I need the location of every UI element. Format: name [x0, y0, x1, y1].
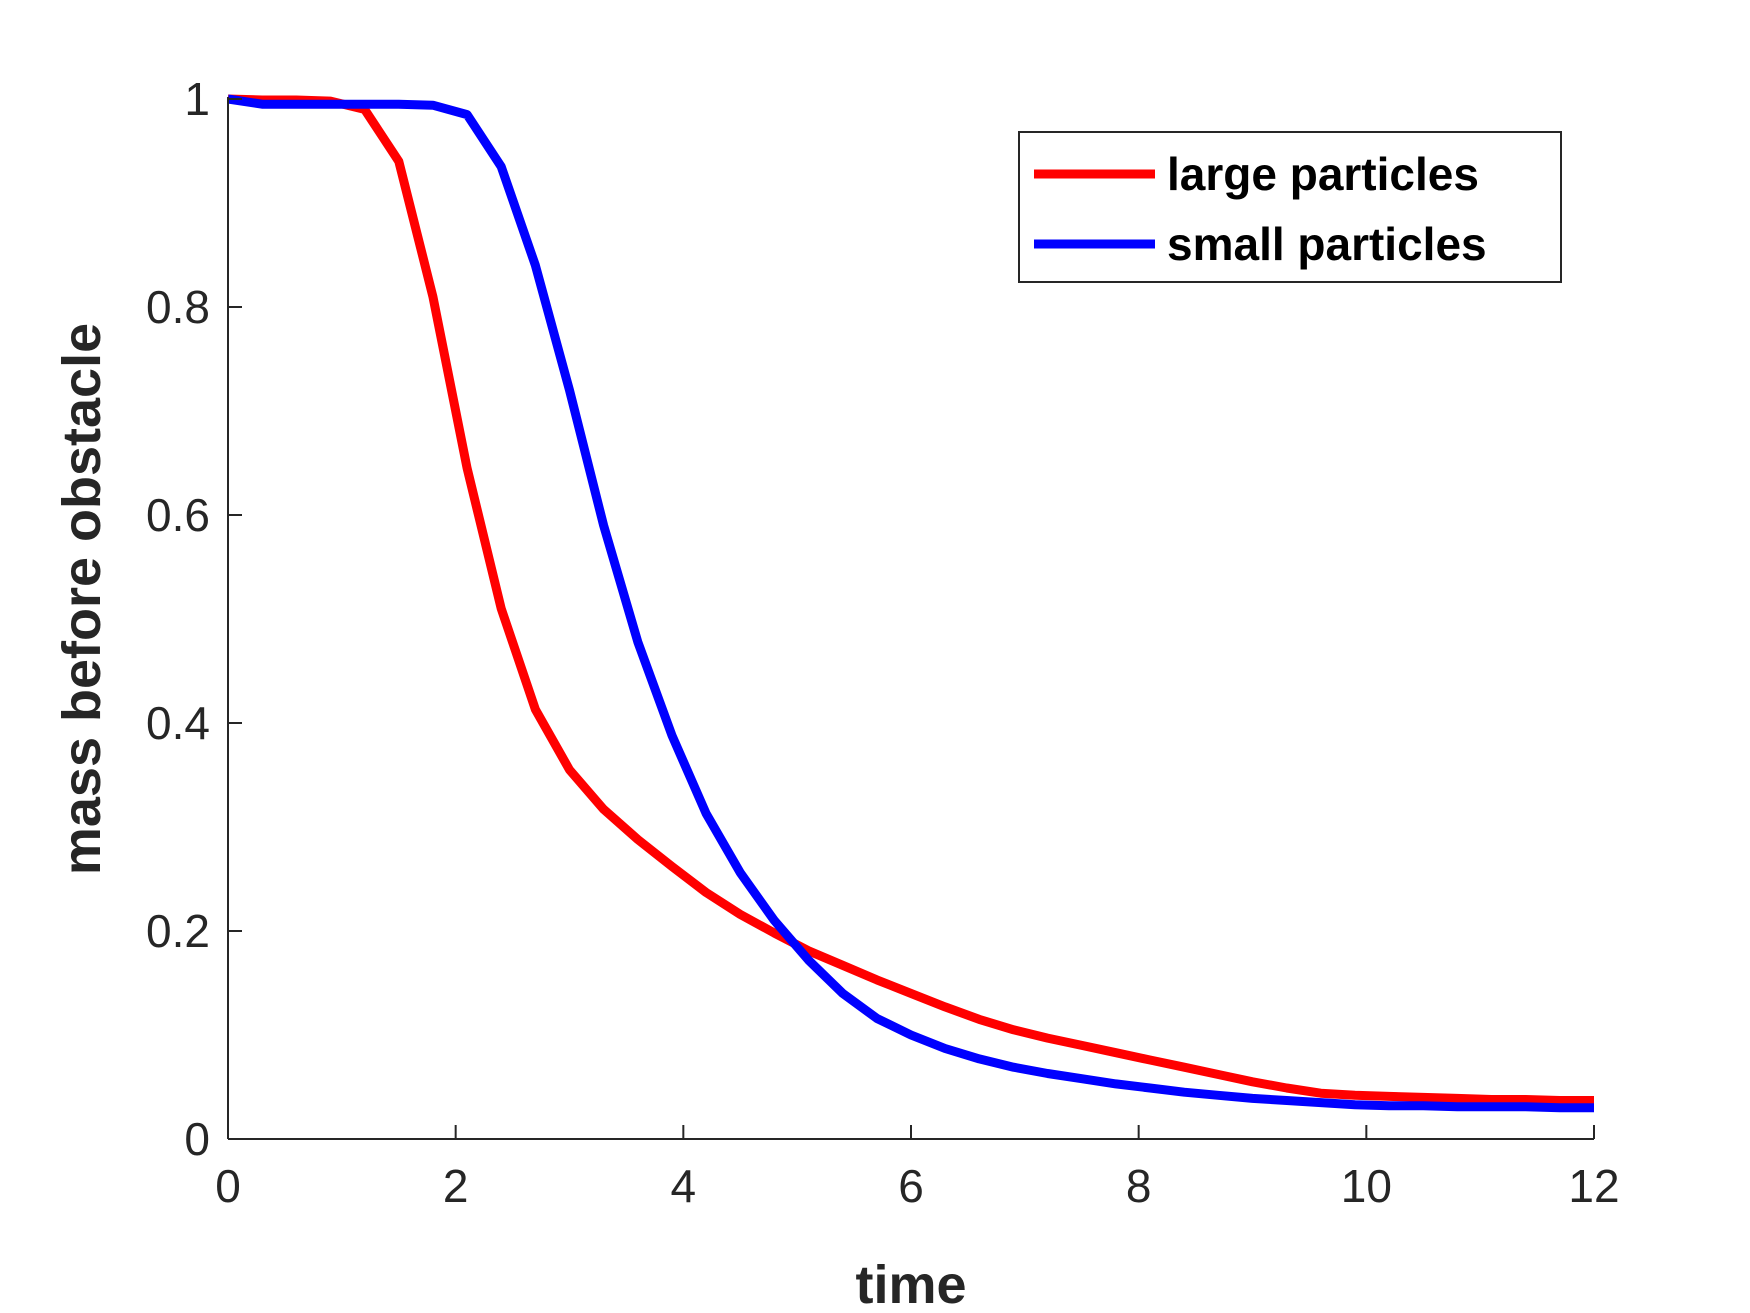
y-tick-label: 0.8	[146, 281, 210, 333]
x-tick-label: 8	[1126, 1160, 1152, 1212]
y-tick-label: 0.2	[146, 905, 210, 957]
x-tick-label: 4	[671, 1160, 697, 1212]
y-tick-label: 0	[184, 1113, 210, 1165]
legend-label-large-particles: large particles	[1167, 148, 1479, 200]
x-tick-label: 10	[1341, 1160, 1392, 1212]
legend-box	[1018, 131, 1562, 283]
plot-area	[227, 94, 1594, 1113]
series-line-small-particles	[227, 94, 1594, 1113]
y-tick-label: 0.6	[146, 489, 210, 541]
legend-label-small-particles: small particles	[1167, 218, 1487, 270]
y-tick-label: 0.4	[146, 697, 210, 749]
x-axis-title: time	[855, 1255, 966, 1313]
x-tick-label: 6	[898, 1160, 924, 1212]
y-axis-title: mass before obstacle	[52, 323, 112, 875]
y-tick-label: 1	[184, 73, 210, 125]
x-tick-label: 12	[1568, 1160, 1619, 1212]
legend: large particles small particles	[1018, 131, 1562, 283]
series-line-large-particles	[227, 94, 1594, 1105]
x-tick-label: 2	[443, 1160, 469, 1212]
axes: 0 2 4 6 8 10 12 0 0.2 0.4 0.6 0.8 1	[146, 73, 1620, 1212]
x-tick-label: 0	[215, 1160, 241, 1212]
